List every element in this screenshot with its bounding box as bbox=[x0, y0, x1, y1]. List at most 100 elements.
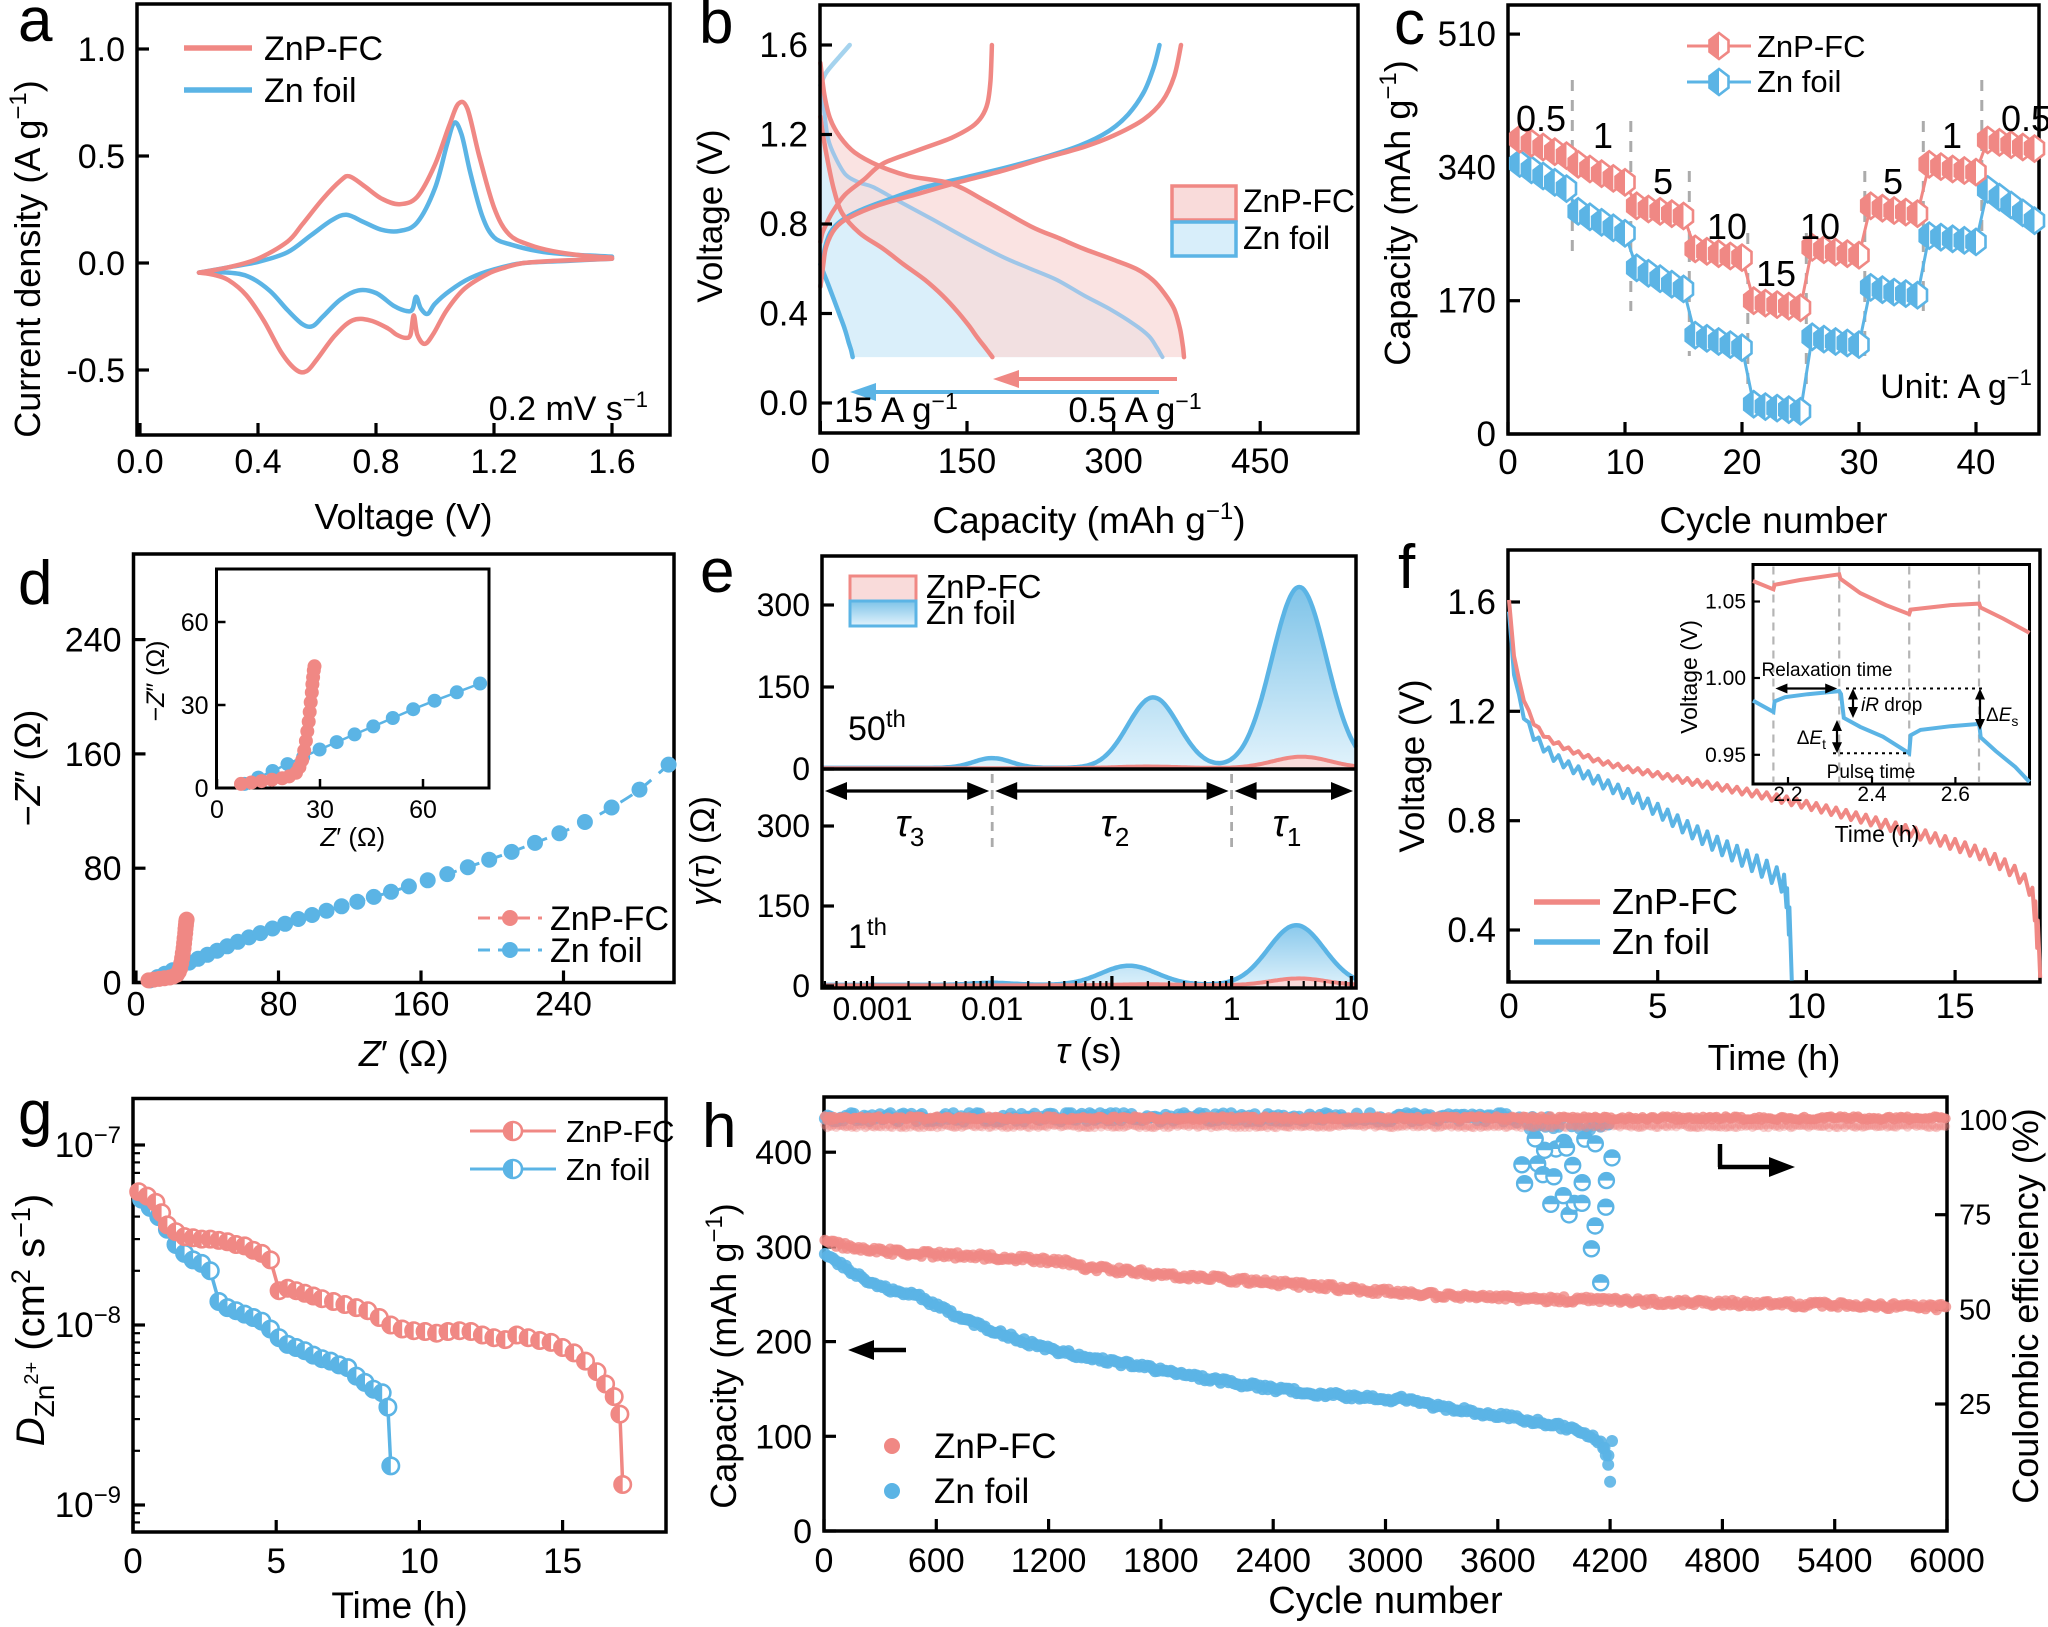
svg-text:ZnP-FC: ZnP-FC bbox=[264, 30, 383, 68]
svg-text:Relaxation time: Relaxation time bbox=[1762, 660, 1893, 681]
svg-text:ZnP-FC: ZnP-FC bbox=[1243, 183, 1355, 219]
svg-text:30: 30 bbox=[181, 692, 209, 720]
svg-text:2.6: 2.6 bbox=[1941, 783, 1970, 806]
svg-text:0: 0 bbox=[1477, 415, 1496, 454]
svg-text:0: 0 bbox=[210, 796, 224, 824]
svg-text:3000: 3000 bbox=[1348, 1542, 1424, 1580]
svg-text:0.5: 0.5 bbox=[2001, 98, 2048, 139]
svg-text:-0.5: -0.5 bbox=[66, 352, 125, 390]
svg-text:0.4: 0.4 bbox=[234, 443, 281, 481]
svg-text:b: b bbox=[699, 0, 733, 57]
svg-text:0.95: 0.95 bbox=[1705, 744, 1746, 767]
svg-text:0: 0 bbox=[195, 775, 209, 803]
svg-text:ΔEs: ΔEs bbox=[1986, 705, 2018, 729]
svg-text:0.4: 0.4 bbox=[1447, 911, 1496, 950]
svg-text:240: 240 bbox=[535, 986, 592, 1024]
svg-text:30: 30 bbox=[306, 796, 334, 824]
svg-text:0: 0 bbox=[793, 1513, 812, 1551]
svg-text:1.0: 1.0 bbox=[78, 31, 125, 69]
svg-text:1.2: 1.2 bbox=[1447, 692, 1496, 731]
svg-text:Zn foil: Zn foil bbox=[1612, 921, 1710, 962]
svg-text:0: 0 bbox=[1499, 987, 1518, 1026]
svg-text:510: 510 bbox=[1438, 15, 1496, 54]
svg-text:Zn foil: Zn foil bbox=[934, 1472, 1029, 1511]
svg-text:Time (h): Time (h) bbox=[1708, 1037, 1841, 1078]
svg-text:20: 20 bbox=[1723, 443, 1762, 482]
svg-text:1: 1 bbox=[1942, 115, 1962, 156]
svg-text:ZnP-FC: ZnP-FC bbox=[926, 568, 1042, 605]
svg-text:75: 75 bbox=[1959, 1200, 1991, 1232]
svg-text:0.001: 0.001 bbox=[832, 991, 912, 1027]
svg-text:Z′ (Ω): Z′ (Ω) bbox=[358, 1033, 449, 1074]
svg-text:340: 340 bbox=[1438, 148, 1496, 187]
svg-text:Voltage (V): Voltage (V) bbox=[691, 129, 730, 302]
svg-text:1: 1 bbox=[1223, 991, 1241, 1027]
svg-text:0.0: 0.0 bbox=[759, 384, 808, 423]
svg-text:ΔEt: ΔEt bbox=[1797, 728, 1826, 752]
svg-text:−Z″ (Ω): −Z″ (Ω) bbox=[7, 710, 48, 827]
svg-text:ZnP-FC: ZnP-FC bbox=[934, 1427, 1057, 1466]
svg-text:0.1: 0.1 bbox=[1090, 991, 1134, 1027]
svg-text:10: 10 bbox=[400, 1542, 439, 1581]
svg-text:Time (h): Time (h) bbox=[1835, 821, 1920, 847]
svg-text:c: c bbox=[1394, 0, 1425, 58]
svg-text:5: 5 bbox=[1883, 161, 1903, 202]
svg-text:Zn foil: Zn foil bbox=[566, 1152, 650, 1187]
svg-text:0.01: 0.01 bbox=[961, 991, 1023, 1027]
svg-text:0.4: 0.4 bbox=[759, 295, 808, 334]
svg-text:Cycle number: Cycle number bbox=[1659, 500, 1887, 541]
svg-text:Zn foil: Zn foil bbox=[926, 594, 1016, 631]
svg-text:300: 300 bbox=[1084, 442, 1142, 481]
svg-text:150: 150 bbox=[757, 888, 810, 924]
svg-text:0.2 mV s−1: 0.2 mV s−1 bbox=[489, 387, 648, 428]
svg-text:4200: 4200 bbox=[1572, 1542, 1648, 1580]
svg-text:Zn foil: Zn foil bbox=[1243, 220, 1330, 256]
svg-text:240: 240 bbox=[65, 622, 122, 660]
svg-text:0: 0 bbox=[127, 986, 146, 1024]
svg-text:100: 100 bbox=[1959, 1105, 2007, 1137]
svg-text:5: 5 bbox=[266, 1542, 285, 1581]
svg-text:2.2: 2.2 bbox=[1773, 783, 1802, 806]
svg-text:g: g bbox=[18, 1079, 52, 1148]
svg-text:0.5: 0.5 bbox=[78, 138, 125, 176]
svg-text:Voltage (V): Voltage (V) bbox=[1393, 679, 1432, 852]
svg-text:0.8: 0.8 bbox=[1447, 802, 1496, 841]
svg-text:Capacity (mAh g−1): Capacity (mAh g−1) bbox=[701, 1203, 744, 1508]
svg-text:1800: 1800 bbox=[1123, 1542, 1199, 1580]
svg-text:300: 300 bbox=[757, 808, 810, 844]
svg-text:300: 300 bbox=[757, 587, 810, 623]
svg-text:Voltage (V): Voltage (V) bbox=[1676, 620, 1702, 734]
svg-text:5: 5 bbox=[1653, 161, 1673, 202]
svg-text:40: 40 bbox=[1957, 443, 1996, 482]
svg-text:−Z″ (Ω): −Z″ (Ω) bbox=[142, 640, 170, 721]
svg-text:80: 80 bbox=[260, 986, 298, 1024]
svg-text:4800: 4800 bbox=[1685, 1542, 1761, 1580]
svg-text:Current density (A g−1): Current density (A g−1) bbox=[5, 80, 48, 438]
svg-text:150: 150 bbox=[938, 442, 996, 481]
svg-text:150: 150 bbox=[757, 669, 810, 705]
svg-text:160: 160 bbox=[65, 736, 122, 774]
svg-text:0: 0 bbox=[815, 1542, 834, 1580]
svg-text:0.8: 0.8 bbox=[759, 205, 808, 244]
svg-text:Coulombic efficiency (%): Coulombic efficiency (%) bbox=[2005, 1108, 2046, 1503]
svg-text:Pulse time: Pulse time bbox=[1827, 762, 1916, 783]
svg-text:0: 0 bbox=[792, 968, 810, 1004]
svg-text:60: 60 bbox=[181, 609, 209, 637]
svg-text:d: d bbox=[18, 549, 52, 618]
svg-text:100: 100 bbox=[755, 1418, 812, 1456]
svg-text:ZnP-FC: ZnP-FC bbox=[1757, 29, 1866, 64]
svg-text:Unit: A g−1: Unit: A g−1 bbox=[1880, 365, 2032, 406]
svg-text:ZnP-FC: ZnP-FC bbox=[566, 1114, 675, 1149]
svg-text:80: 80 bbox=[84, 850, 122, 888]
svg-text:1.2: 1.2 bbox=[470, 443, 517, 481]
svg-text:0.0: 0.0 bbox=[78, 245, 125, 283]
svg-text:10: 10 bbox=[1787, 987, 1826, 1026]
svg-text:1.05: 1.05 bbox=[1705, 591, 1746, 614]
svg-text:γ(τ) (Ω): γ(τ) (Ω) bbox=[684, 796, 722, 906]
svg-text:600: 600 bbox=[908, 1542, 965, 1580]
svg-text:400: 400 bbox=[755, 1134, 812, 1172]
svg-text:a: a bbox=[18, 0, 53, 55]
svg-text:200: 200 bbox=[755, 1324, 812, 1362]
svg-text:1.6: 1.6 bbox=[588, 443, 635, 481]
svg-text:h: h bbox=[702, 1092, 736, 1161]
